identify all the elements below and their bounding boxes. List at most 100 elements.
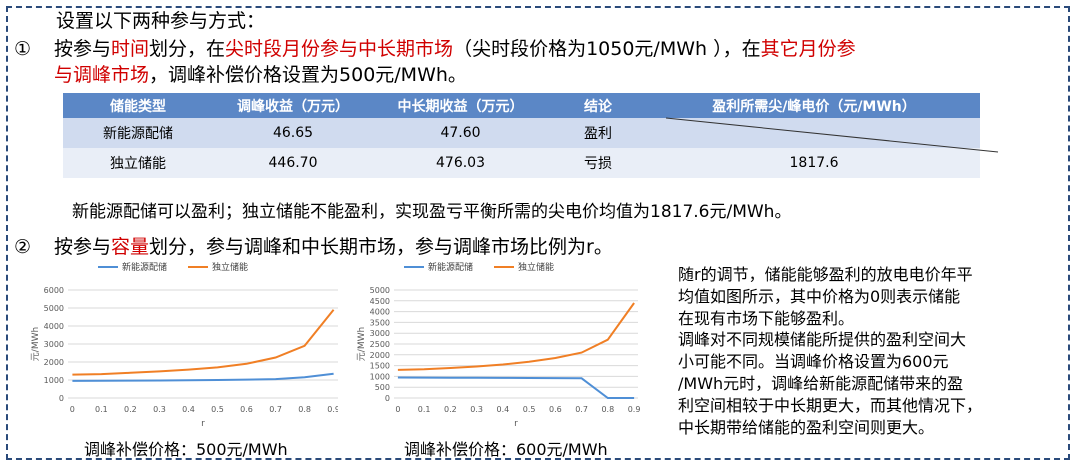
legend-label: 独立储能 [518,261,554,273]
y-tick-label: 4500 [370,297,390,306]
y-tick-label: 3000 [370,329,390,338]
table-cell: 46.65 [213,118,373,148]
item-2-segment: 容量 [111,236,150,258]
item-1-line-1: 按参与时间划分，在尖时段月份参与中长期市场（尖时段价格为1050元/MWh ），… [54,38,856,60]
x-tick-label: 0.1 [418,405,431,414]
y-tick-label: 2500 [370,340,390,349]
item-1-segment: 时间 [111,38,150,60]
x-tick-label: 0.4 [182,405,195,414]
x-tick-label: 0.1 [95,405,108,414]
x-tick-label: 0.7 [269,405,282,414]
series-line-0 [397,376,635,399]
side-text-line: 小可能不同。当调峰价格设置为600元 [678,352,949,372]
side-text-line: 利空间相较于中长期更大，而其他情况下， [678,395,983,415]
x-tick-label: 0 [70,405,75,414]
x-tick-label: 0.3 [470,405,483,414]
series-line-0 [72,372,334,382]
table-row: 新能源配储 46.65 47.60 盈利 [63,118,980,148]
x-axis-label: r [201,419,205,428]
y-tick-label: 3500 [370,318,390,327]
x-tick-label: 0.2 [124,405,137,414]
chart-500: 0 1000 2000 3000 4000 5000 6000 0 0.1 0.2 0.3 0.4 0.… [8,258,338,428]
side-text-line: 随r的调节，储能能够盈利的放电电价年平 [678,265,973,284]
table-cell: 446.70 [213,148,373,178]
item-1-segment: （尖时段价格为1050元/MWh ），在 [453,38,761,60]
y-tick-label: 500 [375,383,390,392]
table-row: 独立储能 446.70 476.03 亏损 1817.6 [63,148,980,178]
chart-600-svg: 0500100015002000250030003500400045005000… [357,261,641,428]
y-tick-label: 2000 [370,351,390,360]
y-tick-label: 0 [59,394,64,403]
legend-label: 独立储能 [212,261,248,273]
table-header-row: 储能类型 调峰收益（万元） 中长期收益（万元） 结论 盈利所需尖/峰电价（元/M… [63,93,980,118]
table-cell: 新能源配储 [63,118,213,148]
table-cell: 1817.6 [648,148,980,178]
table-header-cell: 盈利所需尖/峰电价（元/MWh） [648,93,980,118]
table-cell-diagonal [648,118,980,148]
x-tick-label: 0.4 [497,405,510,414]
item-2-segment: 划分，参与调峰和中长期市场，参与调峰市场比例为r。 [149,236,613,258]
item-1-segment: 划分，在 [149,38,226,60]
table-cell: 盈利 [548,118,648,148]
series-line-1 [72,309,335,376]
x-tick-label: 0.8 [298,405,311,414]
table-cell: 47.60 [373,118,548,148]
y-tick-label: 5000 [370,286,390,295]
table-cell: 亏损 [548,148,648,178]
x-tick-label: 0.5 [523,405,536,414]
item-1-segment: 其它月份参 [760,38,856,60]
series-line-1 [397,302,635,371]
item-2-paragraph: ② 按参与容量划分，参与调峰和中长期市场，参与调峰市场比例为r。 [14,234,613,260]
table-cell: 独立储能 [63,148,213,178]
table-header-cell: 结论 [548,93,648,118]
y-tick-label: 1500 [370,362,390,371]
x-tick-label: 0.6 [549,405,562,414]
item-2-number: ② [14,236,32,258]
x-tick-label: 0.8 [601,405,614,414]
summary-text: 新能源配储可以盈利；独立储能不能盈利，实现盈亏平衡所需的尖电价均值为1817.6… [72,202,792,222]
item-1-segment: 按参与 [54,38,112,60]
intro-heading: 设置以下两种参与方式： [56,10,266,32]
table-cell: 476.03 [373,148,548,178]
chart-600-caption: 调峰补偿价格：600元/MWh [404,440,608,459]
y-tick-label: 4000 [44,322,64,331]
item-1-number: ① [14,38,32,60]
item-2-line: 按参与容量划分，参与调峰和中长期市场，参与调峰市场比例为r。 [54,236,613,258]
legend-label: 新能源配储 [428,261,473,273]
table-header-cell: 储能类型 [63,93,213,118]
y-tick-label: 3000 [44,340,64,349]
y-axis-label: 元/MWh [357,327,367,361]
x-tick-label: 0.9 [628,405,641,414]
item-1-segment: 尖时段月份参与中长期市场 [225,38,454,60]
x-tick-label: 0.9 [327,405,338,414]
side-text-line: 调峰对不同规模储能所提供的盈利空间大 [678,330,967,350]
result-table: 储能类型 调峰收益（万元） 中长期收益（万元） 结论 盈利所需尖/峰电价（元/M… [63,93,980,178]
x-axis-label: r [514,419,518,428]
item-1-line-2: 与调峰市场，调峰补偿价格设置为500元/MWh。 [14,62,1054,88]
x-tick-label: 0 [395,405,400,414]
table-header-cell: 中长期收益（万元） [373,93,548,118]
item-2-segment: 按参与 [54,236,112,258]
legend-label: 新能源配储 [122,261,167,273]
item-1-paragraph: ① 按参与时间划分，在尖时段月份参与中长期市场（尖时段价格为1050元/MWh ）… [14,36,1054,88]
x-tick-label: 0.7 [575,405,588,414]
chart-500-caption: 调峰补偿价格：500元/MWh [84,440,288,459]
side-text-line: 中长期带给储能的盈利空间则更大。 [678,417,935,437]
side-explanation: 随r的调节，储能能够盈利的放电电价年平 均值如图所示，其中价格为0则表示储能 在现有… [678,264,1066,438]
side-text-line: 在现有市场下能够盈利。 [678,308,855,328]
x-tick-label: 0.2 [444,405,457,414]
table-header-cell: 调峰收益（万元） [213,93,373,118]
item-1-segment: 与调峰市场 [54,64,150,86]
y-tick-label: 1000 [44,376,64,385]
y-tick-label: 4000 [370,308,390,317]
y-tick-label: 2000 [44,358,64,367]
y-tick-label: 6000 [44,286,64,295]
y-tick-label: 5000 [44,304,64,313]
dashed-frame [6,6,1070,460]
side-text-line: /MWh元时，调峰给新能源配储带来的盈 [678,373,964,393]
y-tick-label: 0 [385,394,390,403]
y-tick-label: 1000 [370,372,390,381]
chart-600: 0 500 1000 1500 2000 2500 3000 3500 4000 4500 5000… [342,258,642,428]
x-tick-label: 0.5 [211,405,224,414]
x-tick-label: 0.6 [240,405,253,414]
